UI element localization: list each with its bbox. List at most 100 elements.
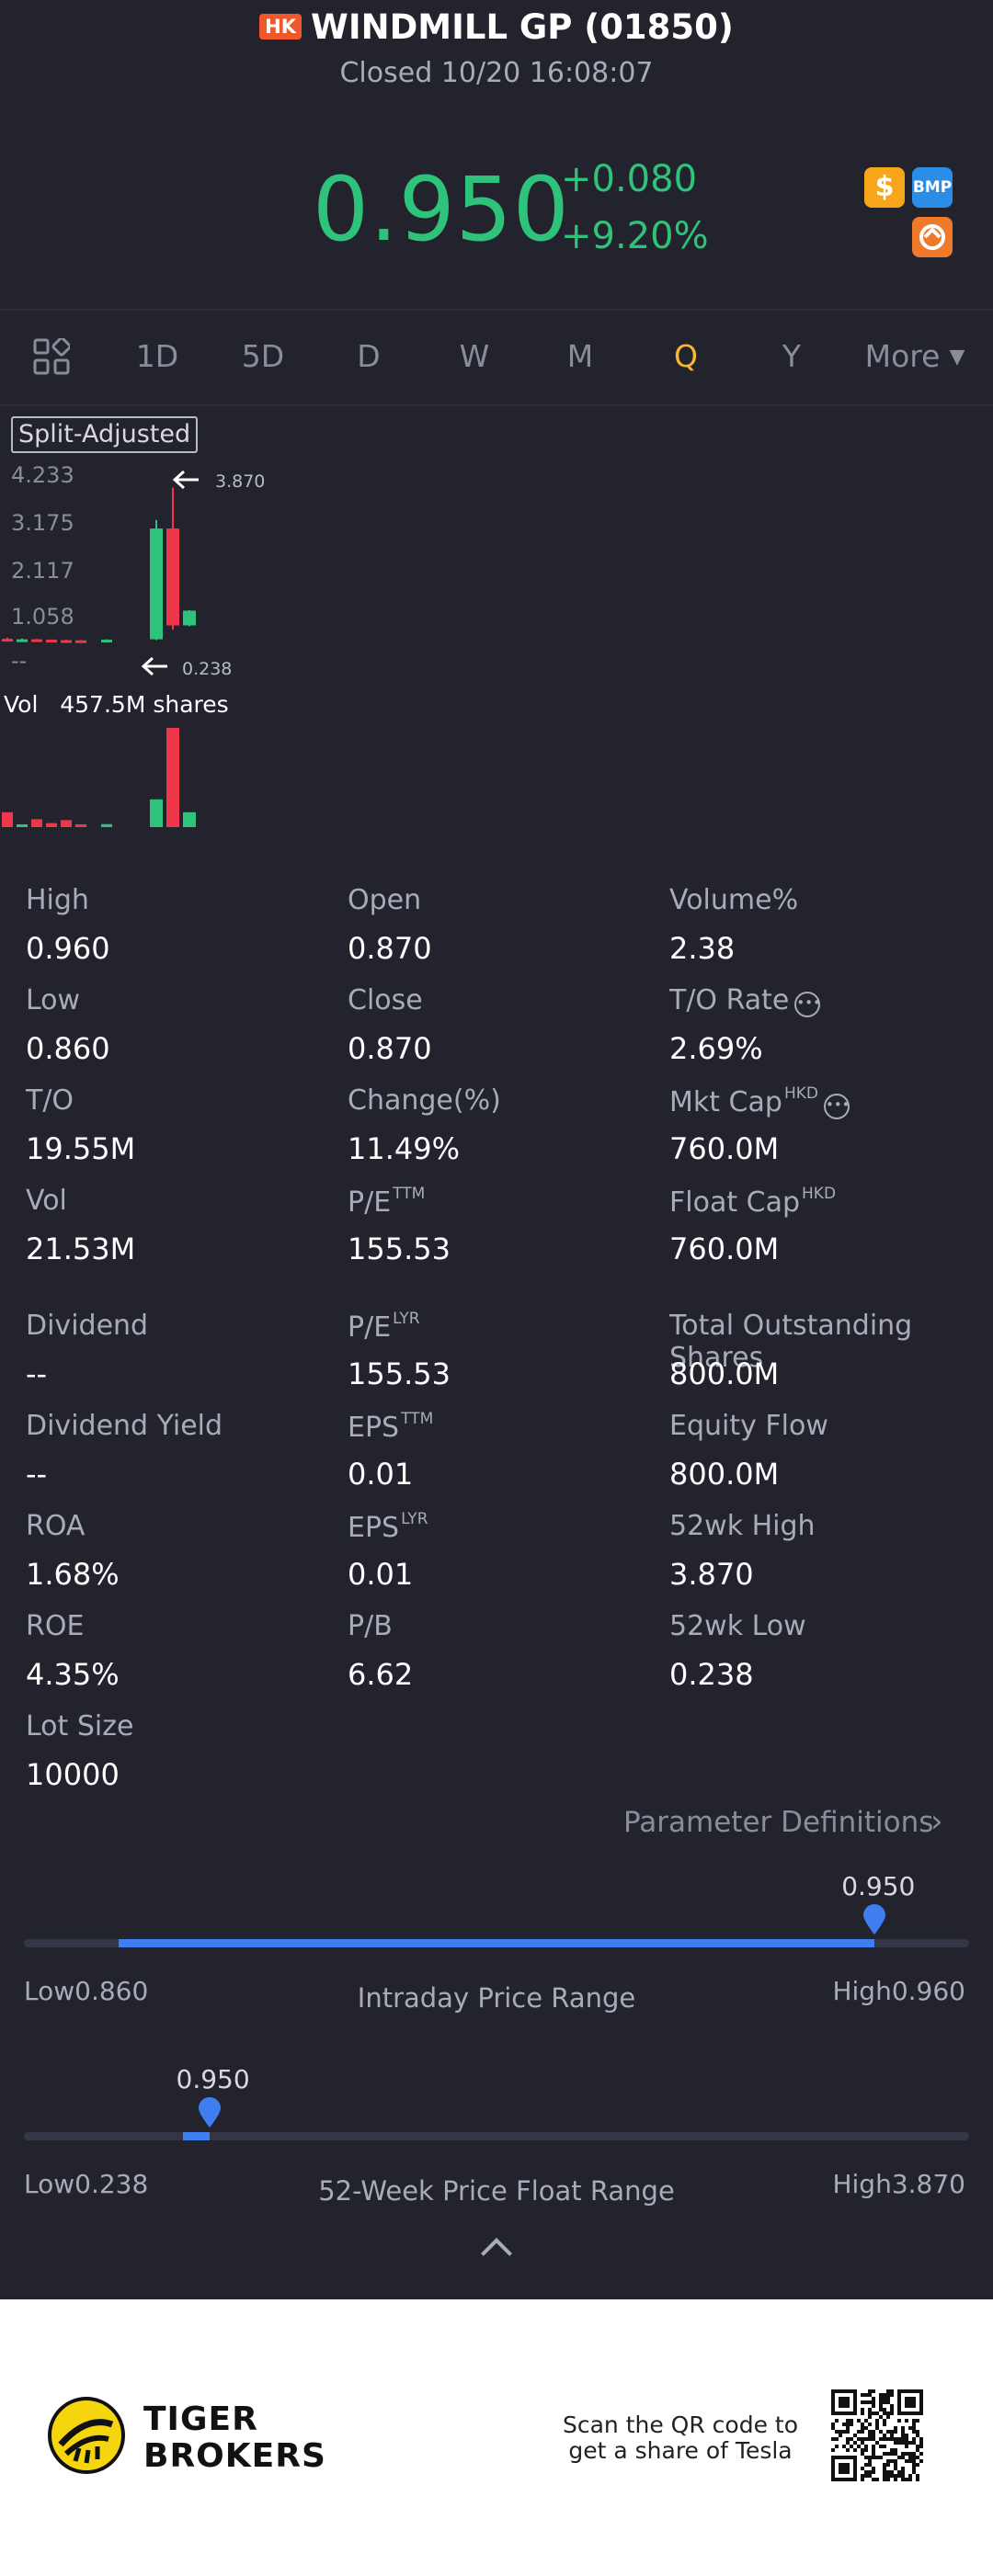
chevron-right-icon[interactable]: › [930,1803,943,1840]
stat-to-value: 19.55M [26,1131,136,1166]
y-tick: 1.058 [11,604,74,630]
stat-floatcap-label-text: Float Cap [669,1186,801,1219]
stat-eps-lyr-value: 0.01 [348,1557,414,1592]
currency-sup: HKD [802,1185,837,1203]
scan-text-line2: get a share of Tesla [568,2437,793,2464]
stat-low-label: Low [26,984,81,1016]
tab-y[interactable]: Y [782,338,802,374]
volume-bar [2,811,13,827]
stock-name: WINDMILL GP (01850) [311,7,734,47]
stat-torate-label: T/O Rate ••• [669,984,821,1017]
week52-low-value: 0.238 [74,2169,149,2199]
market-badge: HK [259,14,302,40]
y-tick: 4.233 [11,462,74,488]
tiger-logo-icon [48,2397,125,2474]
stat-changepct-value: 11.49% [348,1131,461,1166]
stat-eps-ttm-value: 0.01 [348,1457,414,1492]
stat-roa-value: 1.68% [26,1557,120,1592]
tab-more[interactable]: More ▼ [865,338,965,374]
stat-close-value: 0.870 [348,1031,432,1066]
volume-value: 457.5M shares [60,691,229,718]
volume-label: Vol [4,691,39,718]
tab-w[interactable]: W [459,338,490,374]
stat-mktcap-label: Mkt Cap HKD ••• [669,1084,850,1119]
intraday-current-label: 0.950 [841,1871,916,1901]
stat-52wklow-label: 52wk Low [669,1610,806,1642]
bmp-badge[interactable]: BMP [912,167,953,208]
candle-body [150,528,163,640]
stat-torate-value: 2.69% [669,1031,763,1066]
tab-5d[interactable]: 5D [241,338,285,374]
grid-icon[interactable] [33,338,70,375]
stat-mktcap-value: 760.0M [669,1131,780,1166]
stat-pb-value: 6.62 [348,1657,414,1692]
stat-eps-lyr-label: EPS LYR [348,1510,428,1544]
last-price: 0.950 [313,158,570,261]
week52-low-label: Low [24,2169,75,2199]
low-marker-label: 0.238 [182,659,232,679]
intraday-high-label: High [832,1976,892,2006]
market-status: Closed 10/20 16:08:07 [339,57,654,89]
collapse-icon[interactable] [481,2238,512,2269]
volume-chart [2,728,196,827]
high-arrow-icon [172,470,199,490]
stat-pe-lyr-label-text: P/E [348,1311,392,1344]
tab-q[interactable]: Q [674,338,698,374]
stat-divyield-value: -- [26,1457,48,1492]
swap-icon[interactable] [912,217,953,257]
stat-52wkhigh-label: 52wk High [669,1510,816,1542]
caret-down-icon: ▼ [949,346,965,369]
more-info-icon[interactable]: ••• [823,1094,850,1119]
footer-banner [0,2299,993,2576]
tab-m[interactable]: M [566,338,594,374]
volume-bar [166,728,179,827]
y-tick: 2.117 [11,558,74,584]
currency-sup: HKD [783,1084,818,1103]
stat-tos-value: 800.0M [669,1356,780,1391]
stat-tos-label: Total Outstanding Shares [669,1310,913,1374]
stat-pe-ttm-value: 155.53 [348,1231,451,1266]
stat-52wklow-value: 0.238 [669,1657,754,1692]
candlestick-chart[interactable]: 3.870 0.238 [0,460,276,685]
stat-high-value: 0.960 [26,931,110,966]
period-tabs: 1D 5D D W M Q Y More ▼ [0,311,993,406]
volume-header: Vol 457.5M shares [4,691,229,718]
candle-body [75,640,86,643]
volume-bar [75,824,86,827]
price-change: +0.080 [561,158,698,200]
intraday-low: Low0.860 [24,1976,148,2006]
y-tick: -- [11,648,28,674]
candle-body [183,610,196,626]
intraday-low-value: 0.860 [74,1976,149,2006]
stat-roe-value: 4.35% [26,1657,120,1692]
week52-low: Low0.238 [24,2169,148,2199]
stat-dividend-label: Dividend [26,1310,149,1342]
stat-volpct-value: 2.38 [669,931,736,966]
dollar-icon[interactable]: $ [864,167,905,208]
stat-torate-label-text: T/O Rate [669,984,790,1016]
y-tick: 3.175 [11,510,74,536]
stat-roe-label: ROE [26,1610,85,1642]
tab-1d[interactable]: 1D [135,338,179,374]
stat-high-label: High [26,884,89,916]
stock-title: HK WINDMILL GP (01850) [0,7,993,47]
stat-pe-ttm-label: P/E TTM [348,1185,425,1219]
stat-changepct-label: Change(%) [348,1084,501,1117]
split-adjusted-toggle[interactable]: Split-Adjusted [11,416,199,453]
more-info-icon[interactable]: ••• [794,992,821,1017]
low-arrow-icon [141,656,167,676]
tab-more-label: More [864,338,941,374]
price-change-pct: +9.20% [561,215,709,257]
tab-d[interactable]: D [357,338,381,374]
stat-equityflow-value: 800.0M [669,1457,780,1492]
stat-roa-label: ROA [26,1510,86,1542]
parameter-definitions-link[interactable]: Parameter Definitions [623,1806,934,1839]
brand-line2: BROKERS [143,2437,326,2475]
stat-pb-label: P/B [348,1610,393,1642]
stat-lotsize-label: Lot Size [26,1710,134,1742]
stat-vol-label: Vol [26,1185,67,1217]
stat-pe-lyr-label: P/E LYR [348,1310,420,1344]
intraday-track [24,1939,969,1947]
ttm-sup: TTM [393,1185,426,1203]
brand-line1: TIGER [143,2400,258,2438]
